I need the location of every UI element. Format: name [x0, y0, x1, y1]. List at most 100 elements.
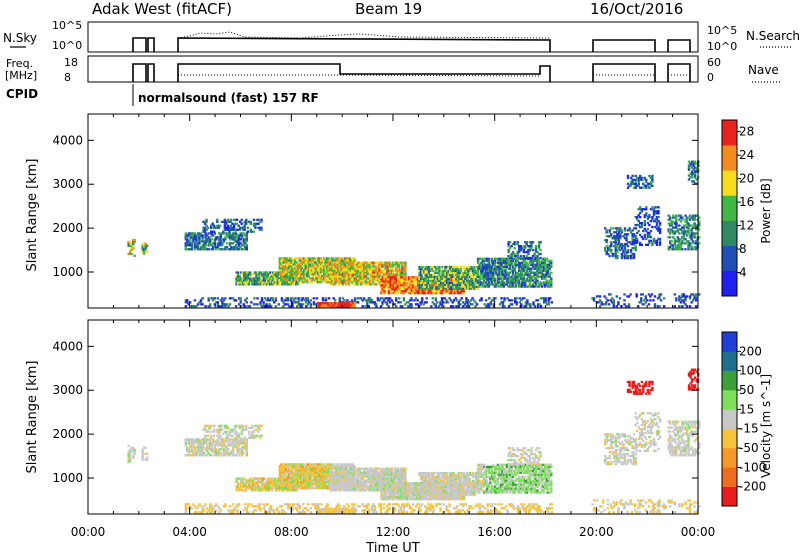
- echo-cell: [540, 271, 544, 274]
- echo-cell: [439, 275, 443, 278]
- echo-cell: [496, 275, 500, 278]
- echo-cell: [436, 283, 440, 286]
- echo-cell: [421, 279, 424, 282]
- echo-cell: [278, 279, 281, 282]
- echo-cell: [445, 286, 449, 289]
- echo-cell: [241, 446, 244, 449]
- echo-cell: [387, 284, 391, 287]
- echo-cell: [617, 235, 621, 238]
- echo-cell: [205, 218, 208, 221]
- echo-cell: [515, 265, 518, 268]
- echo-cell: [216, 438, 219, 441]
- echo-cell: [127, 240, 130, 244]
- echo-cell: [322, 257, 326, 260]
- echo-cell: [225, 303, 229, 306]
- echo-cell: [681, 248, 684, 251]
- echo-cell: [373, 283, 377, 286]
- echo-cell: [223, 218, 227, 221]
- echo-cell: [310, 267, 314, 270]
- echo-cell: [605, 301, 608, 304]
- echo-cell: [375, 271, 378, 274]
- echo-cell: [510, 303, 514, 306]
- echo-cell: [684, 218, 687, 221]
- echo-cell: [525, 254, 529, 258]
- echo-cell: [632, 186, 636, 189]
- echo-cell: [469, 303, 473, 306]
- echo-cell: [406, 284, 409, 287]
- echo-cell: [245, 238, 248, 241]
- echo-cell: [475, 303, 479, 306]
- echo-cell: [298, 257, 301, 260]
- echo-cell: [380, 284, 383, 287]
- echo-cell: [340, 277, 343, 280]
- echo-cell: [230, 297, 233, 300]
- echo-cell: [467, 277, 470, 280]
- echo-cell: [332, 304, 335, 307]
- echo-cell: [207, 244, 210, 247]
- echo-cell: [501, 257, 504, 260]
- echo-cell: [515, 297, 518, 300]
- echo-cell: [193, 448, 197, 451]
- echo-cell: [333, 259, 336, 262]
- echo-cell: [195, 244, 198, 247]
- echo-cell: [295, 277, 298, 280]
- echo-cell: [605, 250, 608, 254]
- echo-cell: [502, 261, 506, 264]
- echo-cell: [343, 281, 346, 284]
- echo-cell: [228, 248, 232, 251]
- echo-cell: [487, 265, 490, 268]
- echo-cell: [369, 281, 372, 284]
- echo-cell: [231, 234, 235, 237]
- echo-cell: [388, 273, 392, 276]
- echo-cell: [401, 305, 404, 308]
- echo-cell: [504, 283, 507, 286]
- echo-cell: [225, 446, 229, 449]
- echo-cell: [238, 281, 241, 284]
- echo-cell: [262, 273, 266, 276]
- echo-cell: [353, 277, 357, 280]
- echo-cell: [480, 299, 483, 302]
- echo-cell: [450, 273, 453, 277]
- echo-cell: [649, 239, 653, 242]
- echo-cell: [372, 267, 375, 270]
- echo-cell: [453, 265, 456, 269]
- echo-cell: [303, 273, 306, 276]
- echo-cell: [233, 299, 236, 302]
- echo-cell: [342, 302, 346, 305]
- echo-cell: [201, 248, 204, 251]
- echo-cell: [283, 261, 286, 264]
- echo-cell: [331, 267, 334, 270]
- echo-cell: [233, 454, 236, 457]
- echo-cell: [363, 271, 366, 274]
- echo-cell: [193, 244, 197, 247]
- echo-cell: [403, 292, 406, 295]
- echo-cell: [224, 452, 227, 455]
- echo-cell: [210, 454, 213, 457]
- echo-cell: [645, 214, 648, 217]
- echo-cell: [436, 281, 440, 284]
- echo-cell: [278, 259, 281, 262]
- echo-cell: [395, 263, 398, 266]
- echo-cell: [245, 450, 248, 453]
- echo-cell: [694, 226, 698, 229]
- echo-cell: [403, 284, 406, 287]
- echo-cell: [613, 241, 616, 244]
- echo-cell: [634, 184, 637, 187]
- echo-cell: [190, 305, 194, 308]
- echo-cell: [218, 248, 221, 251]
- echo-cell: [258, 436, 262, 439]
- echo-cell: [287, 273, 291, 276]
- echo-cell: [459, 265, 462, 269]
- echo-cell: [240, 485, 243, 488]
- echo-cell: [203, 230, 207, 233]
- echo-cell: [273, 281, 276, 284]
- echo-cell: [676, 246, 679, 249]
- echo-cell: [473, 267, 476, 271]
- echo-cell: [634, 249, 637, 252]
- echo-cell: [289, 281, 292, 284]
- echo-cell: [222, 230, 225, 233]
- echo-cell: [187, 244, 190, 247]
- echo-cell: [481, 257, 484, 260]
- echo-cell: [193, 454, 197, 457]
- echo-cell: [412, 288, 415, 291]
